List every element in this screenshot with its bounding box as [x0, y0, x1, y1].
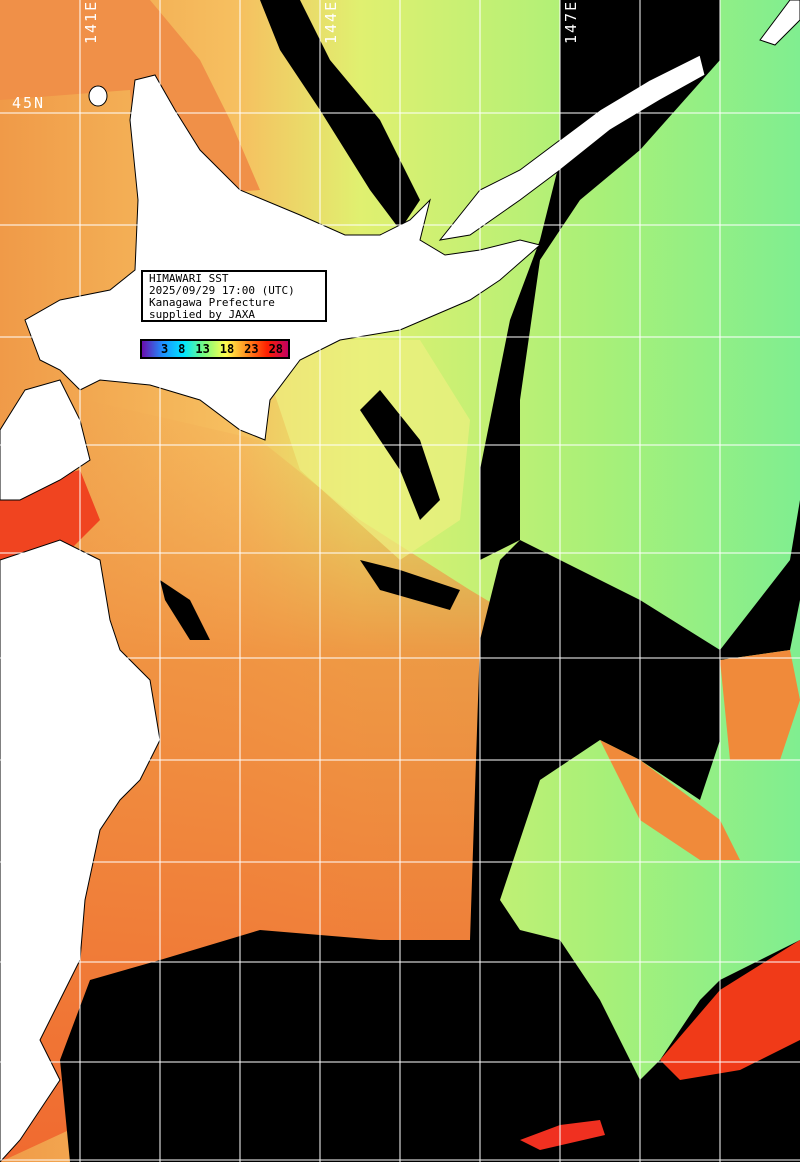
info-datetime: 2025/09/29 17:00 (UTC): [149, 284, 295, 297]
lon-label-141e: 141E: [82, 0, 100, 44]
lat-label-45n: 45N: [12, 94, 46, 112]
info-source: supplied by JAXA: [149, 308, 255, 321]
cloud-patch: [160, 580, 210, 640]
colorbar-tick: 3: [160, 342, 169, 356]
colorbar-tick: 18: [219, 342, 235, 356]
kuril-islands-land: [438, 54, 706, 241]
lon-label-144e: 144E: [322, 0, 340, 44]
lon-label-147e: 147E: [562, 0, 580, 44]
island-land: [88, 85, 108, 107]
info-box: HIMAWARI SST 2025/09/29 17:00 (UTC) Kana…: [141, 270, 327, 322]
sea-surface-hot: [660, 940, 800, 1080]
oshima-land: [0, 379, 91, 501]
sea-surface-warm-patch: [720, 650, 800, 760]
cloud-patch: [360, 560, 460, 610]
island-land: [759, 0, 800, 46]
colorbar-tick: 13: [195, 342, 210, 356]
sea-surface-hot-south: [520, 1120, 605, 1150]
info-title: HIMAWARI SST: [149, 272, 229, 285]
colorbar-tick: 28: [268, 342, 284, 356]
temperature-colorbar: 3 8 13 18 23 28: [140, 339, 290, 359]
sea-surface-warm-patch: [600, 740, 740, 860]
colorbar-tick: 23: [244, 342, 259, 356]
cloud-patch: [260, 0, 420, 230]
colorbar-tick: 8: [178, 342, 186, 356]
info-agency: Kanagawa Prefecture: [149, 296, 275, 309]
